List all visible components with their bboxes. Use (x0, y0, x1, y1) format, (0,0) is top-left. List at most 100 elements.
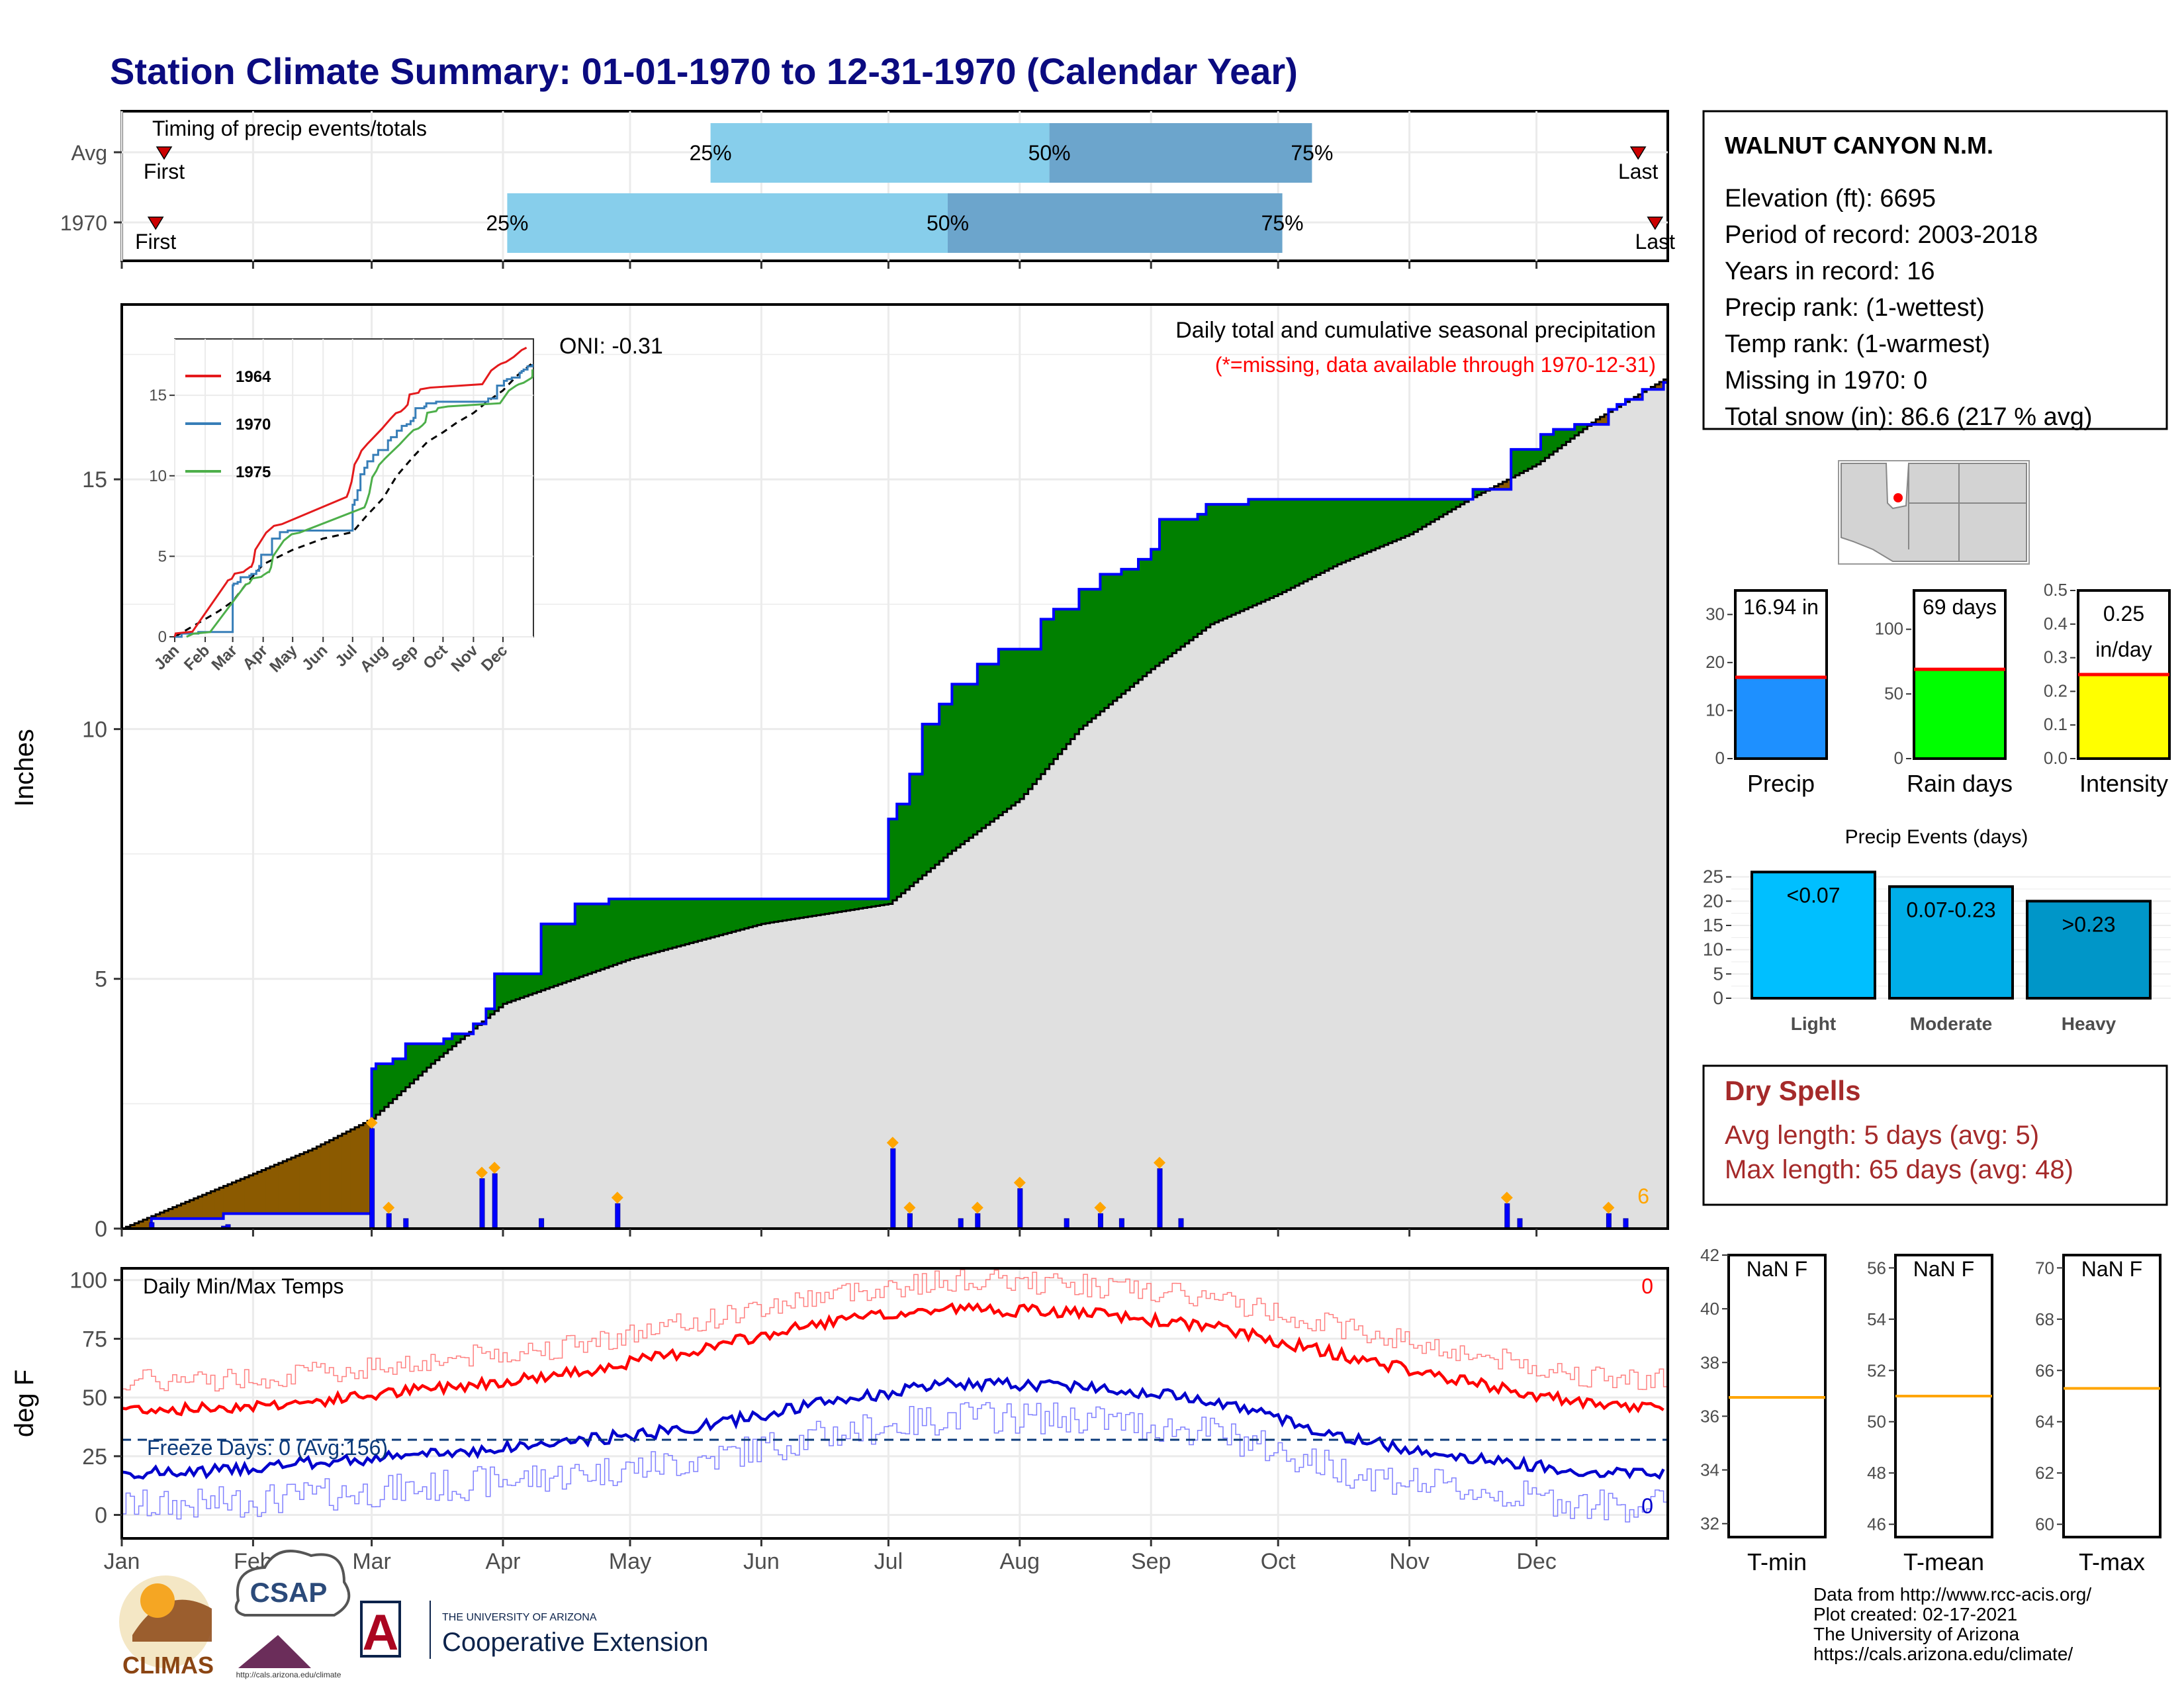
above-average-area (545, 923, 550, 989)
avg-cumulative-area (1024, 794, 1029, 1229)
mini-bar-tick-label: 50 (1884, 683, 1903, 703)
below-average-area (159, 1212, 165, 1219)
ua-big-text: Cooperative Extension (442, 1628, 708, 1657)
above-average-area (1299, 499, 1304, 584)
avg-cumulative-area (948, 854, 952, 1229)
avg-cumulative-area (842, 911, 846, 1229)
above-average-area (956, 684, 961, 848)
above-average-area (685, 898, 690, 945)
heavy-event-marker (1602, 1201, 1615, 1214)
avg-cumulative-area (664, 949, 669, 1229)
avg-cumulative-area (1363, 553, 1368, 1229)
events-y-tick-label: 15 (1703, 915, 1723, 935)
avg-cumulative-area (1545, 457, 1550, 1229)
above-average-area (600, 904, 606, 970)
avg-cumulative-area (469, 1033, 474, 1229)
above-average-area (621, 898, 627, 962)
avg-cumulative-area (1176, 649, 1181, 1229)
timing-panel: Avg 25% 50% 75% First Last 1970 25% 50% 75% First L… (60, 110, 1675, 269)
avg-cumulative-area (1227, 616, 1232, 1229)
first-event-label: First (144, 160, 185, 183)
above-average-area (647, 898, 652, 955)
above-average-area (1578, 424, 1584, 432)
mini-bar-tick-label: 0.4 (2044, 614, 2068, 633)
temp-box-title: T-mean (1903, 1548, 1984, 1575)
daily-precip-bar (1118, 1218, 1124, 1229)
avg-cumulative-area (456, 1043, 461, 1229)
avg-cumulative-area (1015, 802, 1021, 1229)
precip-y-tick-label: 10 (82, 717, 107, 742)
avg-cumulative-area (210, 1218, 216, 1229)
mini-bar-fill (2077, 673, 2171, 760)
above-average-area (418, 1043, 423, 1076)
above-average-area (803, 898, 809, 917)
avg-cumulative-area (1278, 594, 1283, 1229)
timing-label: Timing of precip events/totals (152, 117, 427, 140)
below-average-area (172, 1207, 177, 1219)
temp-y-tick-label: 50 (82, 1385, 107, 1411)
event-bar (2026, 900, 2152, 1000)
avg-cumulative-area (706, 938, 711, 1229)
above-average-area (1545, 434, 1550, 458)
above-average-area (473, 1023, 478, 1029)
avg-cumulative-area (503, 1004, 508, 1229)
above-average-area (1409, 499, 1414, 535)
avg-cumulative-area (1036, 778, 1042, 1229)
avg-cumulative-area (1100, 711, 1105, 1229)
avg-cumulative-area (977, 831, 982, 1229)
above-average-area (1400, 499, 1406, 538)
avg-cumulative-area (867, 907, 872, 1229)
map-region-shape (1841, 463, 2027, 562)
above-average-area (897, 804, 902, 897)
avg-cumulative-area (228, 1213, 232, 1229)
temp-box-tick-label: 50 (1867, 1412, 1886, 1432)
above-average-area (1134, 569, 1139, 684)
above-average-area (1342, 499, 1347, 563)
above-average-area (807, 898, 813, 917)
above-average-area (1091, 589, 1097, 719)
avg-cumulative-area (1663, 382, 1668, 1229)
avg-cumulative-area (1447, 512, 1453, 1229)
avg-cumulative-area (1596, 424, 1601, 1229)
avg-cumulative-area (579, 976, 584, 1229)
daily-precip-bar (1623, 1218, 1629, 1229)
above-average-area (1100, 574, 1105, 712)
avg-cumulative-area (592, 972, 597, 1229)
above-average-area (1172, 519, 1177, 653)
timing-p25-label: 25% (486, 211, 528, 235)
avg-cumulative-area (562, 982, 567, 1229)
above-average-area (846, 898, 851, 911)
avg-cumulative-area (507, 1002, 512, 1229)
above-average-area (1481, 489, 1486, 493)
avg-cumulative-area (418, 1075, 423, 1229)
above-average-area (1396, 499, 1402, 540)
avg-cumulative-area (295, 1213, 300, 1229)
above-average-area (549, 923, 555, 988)
temp-box-frame (2062, 1254, 2161, 1538)
avg-cumulative-area (816, 915, 821, 1229)
avg-cumulative-area (918, 878, 923, 1229)
avg-cumulative-area (1583, 429, 1588, 1229)
above-average-area (1375, 499, 1381, 549)
avg-cumulative-area (799, 917, 804, 1229)
mini-bar-tick-label: 10 (1706, 700, 1725, 720)
avg-cumulative-area (1532, 466, 1537, 1229)
above-average-area (1223, 504, 1228, 619)
above-average-area (1392, 499, 1397, 541)
above-average-area (960, 684, 966, 845)
avg-cumulative-area (668, 949, 673, 1229)
avg-cumulative-area (1079, 729, 1084, 1229)
temp-box-tick-label: 56 (1867, 1258, 1886, 1278)
precip-events-chart: Precip Events (days) 0 5 10 15 20 25 <0.07 Ligh… (1703, 826, 2171, 1034)
above-average-area (1265, 499, 1270, 600)
avg-cumulative-area (604, 968, 610, 1229)
above-average-area (1240, 504, 1245, 612)
above-average-area (1324, 499, 1330, 571)
avg-cumulative-area (1240, 611, 1245, 1229)
events-y-tick-label: 10 (1703, 939, 1723, 960)
temp-box-title: T-max (2079, 1548, 2145, 1575)
avg-cumulative-area (1511, 477, 1516, 1229)
avg-cumulative-area (609, 966, 614, 1229)
avg-cumulative-area (1371, 550, 1376, 1229)
inset-y-tick-label: 5 (158, 547, 167, 565)
